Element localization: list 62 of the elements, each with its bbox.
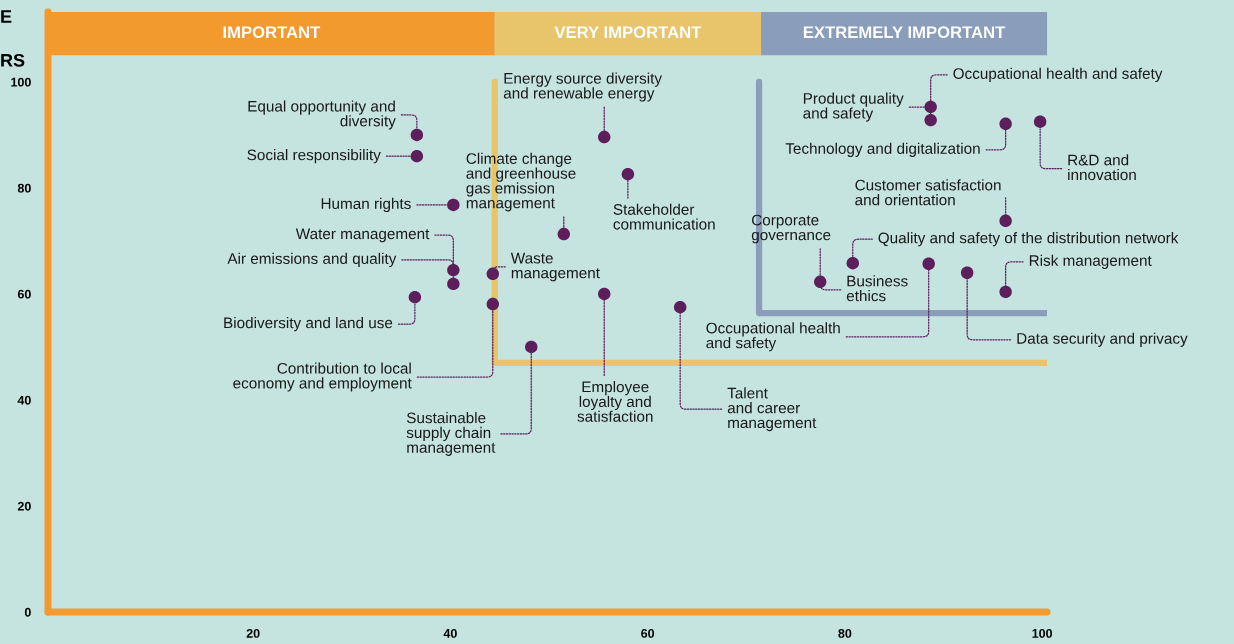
annotation: Employee loyalty and satisfaction: [577, 381, 653, 422]
annotation: Risk management: [1029, 254, 1152, 269]
annotation: Occupational health and safety: [706, 322, 840, 352]
y-tick-label: 100: [11, 77, 31, 87]
point: [999, 117, 1012, 131]
x-tick-label: 20: [246, 628, 260, 638]
point: [410, 149, 424, 163]
point: [621, 167, 635, 181]
point: [960, 266, 974, 279]
annotation: Data security and privacy: [1017, 332, 1188, 347]
y-tick-label: 20: [17, 501, 31, 511]
point: [408, 290, 422, 304]
y-tick-label: 0: [24, 607, 31, 617]
x-tick-label: 60: [641, 628, 655, 638]
point: [410, 128, 424, 142]
x-tick-label: 40: [443, 628, 457, 638]
point: [598, 130, 611, 144]
point: [924, 113, 937, 127]
annotation: Sustainable supply chain management: [406, 412, 496, 456]
annotation: Equal opportunity and diversity: [248, 100, 396, 130]
x-tick-label: 100: [1032, 628, 1053, 638]
annotation: Business ethics: [846, 275, 908, 302]
annotation: Air emissions and quality: [227, 252, 397, 268]
y-tick-label: 60: [17, 289, 31, 299]
annotation: Product quality and safety: [803, 92, 904, 122]
point: [598, 287, 611, 301]
annotation: Social responsibility: [247, 149, 381, 164]
point: [673, 301, 687, 314]
point: [1033, 115, 1047, 128]
annotation: Biodiversity and land use: [224, 317, 393, 332]
annotation: Quality and safety of the distribution network: [878, 232, 1179, 247]
point: [999, 214, 1012, 228]
point: [525, 340, 538, 354]
x-tick-label: 80: [838, 628, 852, 638]
text: E: [1, 10, 12, 23]
band-label: EXTREMELY IMPORTANT: [803, 26, 1006, 39]
y-tick-label: 40: [17, 395, 31, 405]
annotation: Human rights: [321, 197, 411, 213]
annotation: Occupational health and safety: [953, 67, 1163, 82]
point: [447, 198, 460, 212]
point: [486, 297, 499, 311]
point: [922, 257, 935, 270]
annotation: Talent and career management: [727, 387, 817, 432]
point: [557, 227, 571, 241]
annotation: Corporate governance: [751, 214, 831, 244]
annotation: Customer satisfaction and orientation: [855, 179, 1001, 206]
point: [846, 257, 859, 270]
annotation: Contribution to local economy and employment: [233, 362, 412, 392]
annotation: Energy source diversity and renewable energy: [503, 72, 662, 102]
text: RS: [1, 53, 25, 67]
annotation: Water management: [295, 228, 430, 243]
point: [447, 277, 460, 291]
y-tick-label: 80: [17, 183, 31, 193]
point: [814, 275, 827, 288]
point: [999, 285, 1012, 299]
annotation: R&D and innovation: [1068, 154, 1136, 181]
annotation: Technology and digitalization: [785, 142, 980, 157]
point: [486, 267, 499, 281]
annotation: Waste management: [510, 252, 600, 282]
annotation: Stakeholder communication: [613, 203, 715, 230]
band-label: VERY IMPORTANT: [554, 26, 702, 39]
band-label: IMPORTANT: [223, 26, 321, 39]
